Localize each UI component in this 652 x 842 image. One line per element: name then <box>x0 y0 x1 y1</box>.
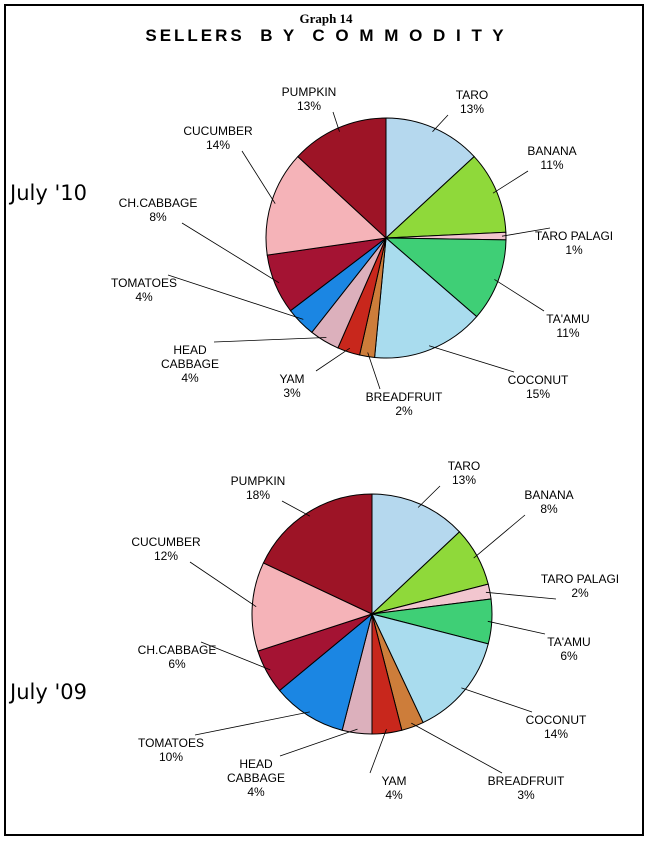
slice-percent-pumpkin: 13% <box>297 99 321 113</box>
slice-label-taro: TARO <box>456 88 488 102</box>
slice-label-taro-palagi: TARO PALAGI <box>535 229 613 243</box>
leader-line-ta-amu <box>494 279 545 312</box>
period-label-july-10: July '10 <box>10 181 87 205</box>
pie-slice-taro <box>371 493 461 616</box>
slice-percent-breadfruit: 2% <box>395 404 413 418</box>
slice-label-pumpkin: PUMPKIN <box>231 474 286 488</box>
leader-line-cucumber <box>189 561 257 608</box>
slice-label-taro-palagi: TARO PALAGI <box>541 572 619 586</box>
pie-slice-tomatoes <box>278 612 373 731</box>
slice-percent-yam: 3% <box>283 386 301 400</box>
slice-label-coconut: COCONUT <box>508 373 569 387</box>
slice-percent-ta-amu: 11% <box>556 326 579 340</box>
pie-slice-taro <box>385 117 475 240</box>
pie-slice-cucumber <box>251 562 374 652</box>
slice-percent-taro: 13% <box>460 102 484 116</box>
slice-label-cucumber: CUCUMBER <box>183 124 253 138</box>
leader-line-yam <box>315 347 351 372</box>
leader-line-breadfruit <box>367 352 381 390</box>
slice-label-pumpkin: PUMPKIN <box>282 85 337 99</box>
leader-line-ch-cabbage <box>181 222 280 284</box>
leader-line-taro <box>432 114 449 132</box>
slice-label-cucumber: CUCUMBER <box>131 535 201 549</box>
leader-line-cucumber <box>241 150 276 204</box>
slice-percent-coconut: 14% <box>544 727 568 741</box>
pie-slice-banana <box>384 155 507 239</box>
leader-line-taro <box>417 485 441 508</box>
slice-label-tomatoes: TOMATOES <box>138 736 204 750</box>
slice-label-tomatoes: TOMATOES <box>111 276 177 290</box>
pie-slice-coconut <box>371 613 489 724</box>
leader-line-coconut <box>428 345 515 373</box>
slice-percent-cucumber: 14% <box>206 138 230 152</box>
slice-percent-taro: 13% <box>452 473 476 487</box>
slice-label-yam: YAM <box>381 774 406 788</box>
period-label-july-09: July '09 <box>10 680 87 704</box>
slice-percent-ch-cabbage: 8% <box>149 210 167 224</box>
slice-label-yam: YAM <box>279 372 304 386</box>
leader-line-taro-palagi <box>485 591 557 600</box>
leader-line-ch-cabbage <box>200 641 271 671</box>
slice-percent-breadfruit: 3% <box>517 788 535 802</box>
slice-label-taro: TARO <box>448 459 480 473</box>
slice-percent-banana: 8% <box>540 502 558 516</box>
slice-percent-coconut: 15% <box>526 387 550 401</box>
slice-label-breadfruit: BREADFRUIT <box>366 390 443 404</box>
slice-label-ta-amu: TA'AMU <box>546 312 589 326</box>
leader-line-yam <box>369 728 387 774</box>
slice-percent-taro-palagi: 2% <box>571 586 589 600</box>
slice-label-breadfruit: BREADFRUIT <box>488 774 565 788</box>
slice-percent-head-cabbage: 4% <box>181 371 199 385</box>
leader-line-banana <box>473 514 526 559</box>
leader-line-coconut <box>461 687 533 713</box>
slice-percent-pumpkin: 18% <box>246 488 270 502</box>
slice-percent-yam: 4% <box>385 788 403 802</box>
chart-title: SELLERS B Y C O M M O D I T Y <box>145 26 507 45</box>
leader-line-tomatoes <box>194 711 310 736</box>
pie-slice-cucumber <box>265 155 388 256</box>
slice-label-coconut: COCONUT <box>526 713 587 727</box>
pie-slice-pumpkin <box>262 493 373 615</box>
leader-line-pumpkin <box>332 111 340 132</box>
slice-label-banana: BANANA <box>527 144 576 158</box>
leader-line-head-cabbage <box>213 337 327 343</box>
leader-line-breadfruit <box>411 722 503 774</box>
slice-percent-banana: 11% <box>540 158 563 172</box>
slice-percent-ta-amu: 6% <box>560 649 578 663</box>
slice-percent-ch-cabbage: 6% <box>168 657 186 671</box>
slice-label-head-cabbage: HEAD CABBAGE <box>227 757 285 785</box>
leader-line-pumpkin <box>281 500 310 517</box>
slice-label-banana: BANANA <box>524 488 573 502</box>
leader-line-taro-palagi <box>501 227 551 237</box>
slice-percent-tomatoes: 4% <box>135 290 153 304</box>
slice-percent-head-cabbage: 4% <box>247 785 265 799</box>
slice-label-ta-amu: TA'AMU <box>547 635 590 649</box>
pie-slice-coconut <box>374 236 478 359</box>
pie-slice-ta-amu <box>384 237 507 318</box>
slice-percent-tomatoes: 10% <box>159 750 183 764</box>
slice-percent-cucumber: 12% <box>154 549 178 563</box>
slice-percent-taro-palagi: 1% <box>565 243 583 257</box>
graph-number: Graph 14 <box>299 11 353 26</box>
leader-line-tomatoes <box>167 274 304 320</box>
slice-label-ch-cabbage: CH.CABBAGE <box>138 643 217 657</box>
leader-line-head-cabbage <box>279 728 358 757</box>
slice-label-head-cabbage: HEAD CABBAGE <box>161 343 219 371</box>
leader-line-banana <box>492 170 529 194</box>
slice-label-ch-cabbage: CH.CABBAGE <box>119 196 198 210</box>
leader-line-ta-amu <box>487 620 546 635</box>
